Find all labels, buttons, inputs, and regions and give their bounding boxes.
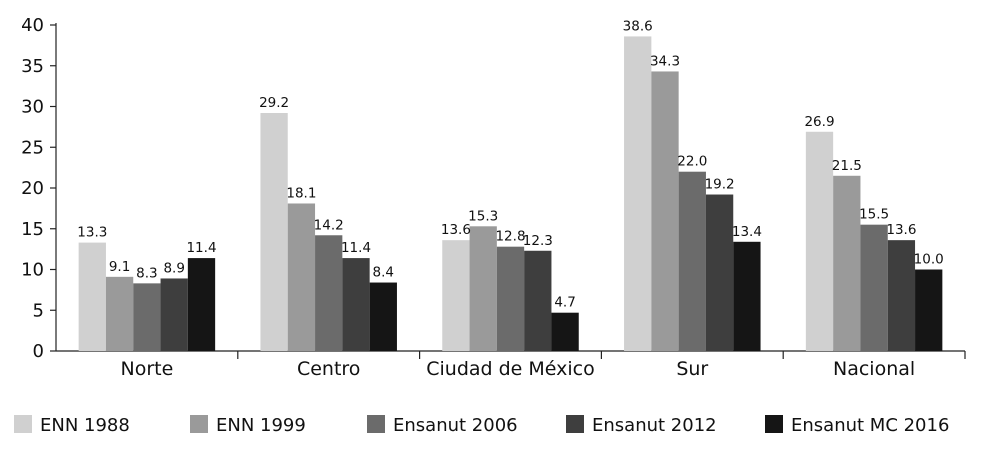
x-axis: Norte Centro Ciudad de México Sur Nacional bbox=[56, 350, 966, 380]
bar bbox=[496, 246, 525, 351]
legend-swatch bbox=[14, 415, 32, 433]
bar bbox=[705, 194, 734, 351]
data-label: 29.2 bbox=[259, 95, 289, 111]
bar bbox=[369, 282, 397, 351]
data-label: 14.2 bbox=[314, 217, 344, 233]
data-label: 8.4 bbox=[373, 265, 394, 281]
data-label: 13.6 bbox=[441, 222, 471, 238]
data-label: 12.3 bbox=[523, 233, 553, 249]
bar bbox=[442, 240, 470, 351]
data-labels: 13.39.1 8.3 8.911.429.218.114.211.48.413.6… bbox=[77, 18, 943, 310]
bar bbox=[160, 278, 188, 351]
data-label: 34.3 bbox=[650, 53, 680, 69]
data-label: 11.4 bbox=[186, 240, 216, 256]
bar bbox=[733, 241, 761, 351]
bar bbox=[551, 312, 579, 351]
data-label: 11.4 bbox=[341, 240, 371, 256]
bar bbox=[805, 131, 834, 351]
y-axis: 0 5 10 15 20 25 30 35 40 bbox=[21, 15, 57, 362]
bar bbox=[105, 276, 134, 351]
bar bbox=[133, 283, 161, 351]
data-label: 4.7 bbox=[554, 295, 575, 311]
legend-label: Ensanut 2012 bbox=[592, 415, 717, 436]
bar bbox=[678, 171, 706, 351]
legend-swatch bbox=[765, 415, 783, 433]
bar bbox=[342, 258, 370, 351]
bar bbox=[887, 240, 916, 351]
data-label: 26.9 bbox=[804, 114, 834, 130]
bar bbox=[469, 226, 497, 351]
y-tick-label: 0 bbox=[33, 341, 44, 362]
data-label: 10.0 bbox=[914, 252, 944, 268]
data-label: 9.1 bbox=[109, 259, 130, 275]
x-tick-label: Ciudad de México bbox=[426, 358, 595, 380]
data-label: 22.0 bbox=[677, 154, 707, 170]
bar bbox=[287, 203, 316, 351]
x-tick-label: Centro bbox=[297, 358, 360, 380]
bar bbox=[915, 269, 943, 351]
legend-swatch bbox=[566, 415, 584, 433]
x-tick-label: Norte bbox=[121, 358, 174, 380]
data-label: 19.2 bbox=[705, 177, 735, 193]
y-tick-label: 30 bbox=[21, 97, 44, 118]
y-tick-label: 25 bbox=[21, 137, 44, 158]
y-tick-label: 15 bbox=[21, 219, 44, 240]
data-label: 38.6 bbox=[623, 18, 653, 34]
bars bbox=[78, 36, 943, 352]
data-label: 15.5 bbox=[859, 207, 889, 223]
y-tick-label: 10 bbox=[21, 260, 44, 281]
legend-label: ENN 1999 bbox=[216, 415, 306, 436]
data-label: 8.3 bbox=[136, 265, 157, 281]
data-label: 13.6 bbox=[886, 222, 916, 238]
data-label: 18.1 bbox=[286, 185, 316, 201]
legend-swatch bbox=[367, 415, 385, 433]
legend-label: ENN 1988 bbox=[40, 415, 130, 436]
x-tick-label: Sur bbox=[676, 358, 708, 380]
legend-swatch bbox=[190, 415, 208, 433]
bar bbox=[860, 224, 888, 351]
bar bbox=[651, 71, 679, 351]
x-tick-label: Nacional bbox=[833, 358, 915, 380]
bar bbox=[624, 36, 652, 351]
data-label: 8.9 bbox=[163, 260, 184, 276]
y-tick-label: 5 bbox=[33, 300, 44, 321]
y-tick-label: 40 bbox=[21, 15, 44, 36]
legend-label: Ensanut 2006 bbox=[393, 415, 518, 436]
bar bbox=[78, 242, 106, 351]
legend-label: Ensanut MC 2016 bbox=[791, 415, 949, 436]
data-label: 15.3 bbox=[468, 208, 498, 224]
bar bbox=[187, 258, 216, 351]
legend: ENN 1988 ENN 1999 Ensanut 2006 Ensanut 2012… bbox=[14, 415, 949, 436]
bar bbox=[833, 175, 861, 351]
y-tick-label: 20 bbox=[21, 178, 44, 199]
bar bbox=[524, 250, 552, 351]
data-label: 13.3 bbox=[77, 225, 107, 241]
y-tick-label: 35 bbox=[21, 56, 44, 77]
data-label: 21.5 bbox=[832, 158, 862, 174]
bar bbox=[260, 113, 288, 352]
data-label: 13.4 bbox=[732, 224, 762, 240]
data-label: 12.8 bbox=[495, 229, 525, 245]
bar bbox=[315, 235, 343, 351]
